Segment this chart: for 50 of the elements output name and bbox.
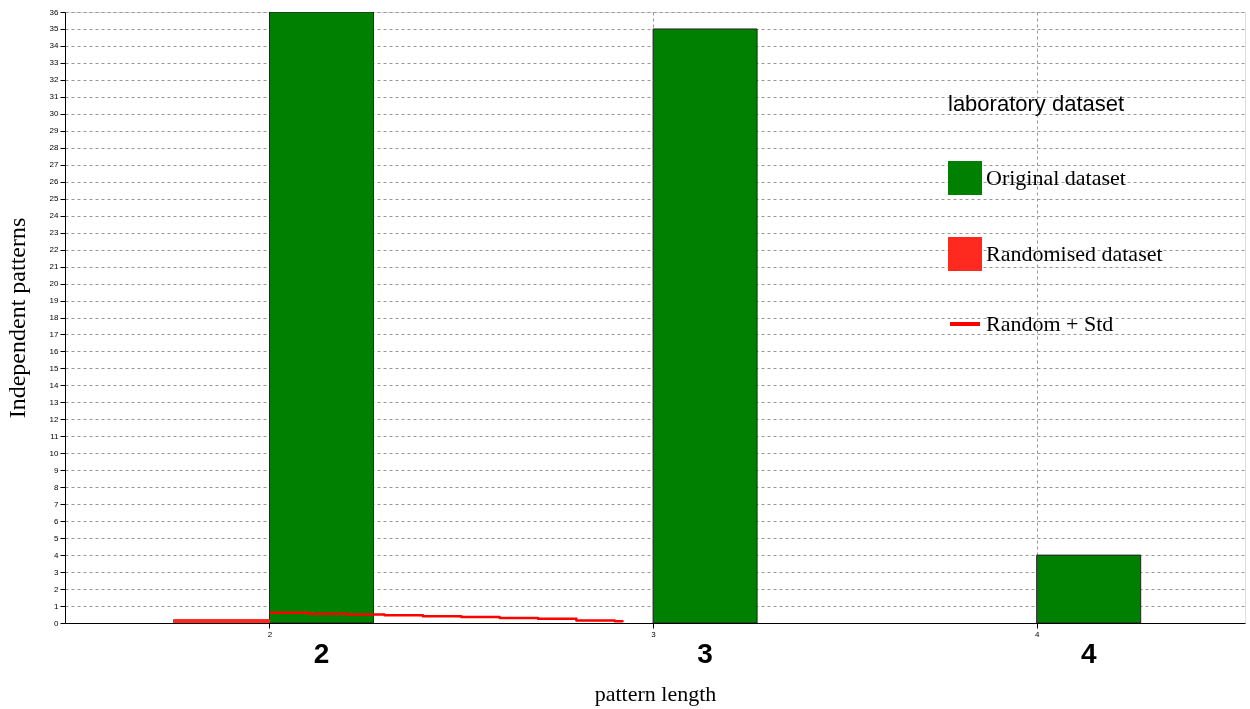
y-tick-label: 28 (49, 143, 60, 153)
y-tick-label: 1 (54, 601, 60, 611)
y-tick-label: 15 (49, 363, 60, 373)
y-tick-label: 31 (49, 92, 60, 102)
y-tick-label: 34 (49, 41, 60, 51)
y-axis-title: Independent patterns (3, 217, 30, 419)
y-tick-label: 32 (49, 75, 60, 85)
bar (268, 12, 374, 623)
legend-title: laboratory dataset (948, 91, 1125, 116)
legend-label: Randomised dataset (986, 241, 1163, 266)
y-tick-label: 16 (49, 346, 60, 356)
y-tick-label: 5 (54, 533, 60, 543)
y-tick-label: 0 (54, 618, 60, 628)
x-tick-label: 2 (267, 629, 273, 639)
y-tick-label: 13 (49, 397, 60, 407)
y-tick-label: 2 (54, 584, 60, 594)
y-tick-label: 19 (49, 296, 60, 306)
y-tick-label: 7 (54, 499, 60, 509)
y-tick-label: 27 (49, 160, 60, 170)
y-tick-label: 6 (54, 516, 60, 526)
y-tick-label: 14 (49, 380, 60, 390)
y-tick-label: 36 (49, 7, 60, 17)
y-tick-label: 20 (49, 279, 60, 289)
y-tick-label: 25 (49, 194, 60, 204)
x-axis-title: pattern length (594, 680, 717, 706)
y-tick-label: 26 (49, 177, 60, 187)
x-tick-label: 4 (1034, 629, 1040, 639)
y-tick-label: 22 (49, 245, 60, 255)
y-tick-label: 11 (50, 431, 60, 441)
y-tick-label: 30 (49, 109, 60, 119)
y-tick-label: 3 (54, 567, 60, 577)
y-tick-label: 33 (49, 58, 60, 68)
y-tick-label: 10 (49, 448, 60, 458)
y-tick-label: 29 (49, 126, 60, 136)
y-tick-label: 8 (54, 482, 60, 492)
y-tick-label: 9 (54, 465, 60, 475)
bar (652, 28, 758, 623)
y-tick-label: 12 (49, 414, 60, 424)
bar (172, 619, 270, 623)
x-tick-label: 3 (651, 629, 657, 639)
y-tick-label: 23 (49, 228, 60, 238)
bar (1036, 554, 1142, 623)
y-tick-label: 35 (49, 24, 60, 34)
y-tick-label: 18 (49, 313, 60, 322)
y-tick-label: 17 (49, 329, 60, 339)
y-tick-label: 4 (54, 550, 60, 560)
y-tick-label: 24 (49, 211, 60, 221)
legend-label: Original dataset (986, 165, 1126, 190)
y-tick-label: 21 (49, 262, 60, 272)
legend-label: Random + Std (986, 311, 1114, 336)
